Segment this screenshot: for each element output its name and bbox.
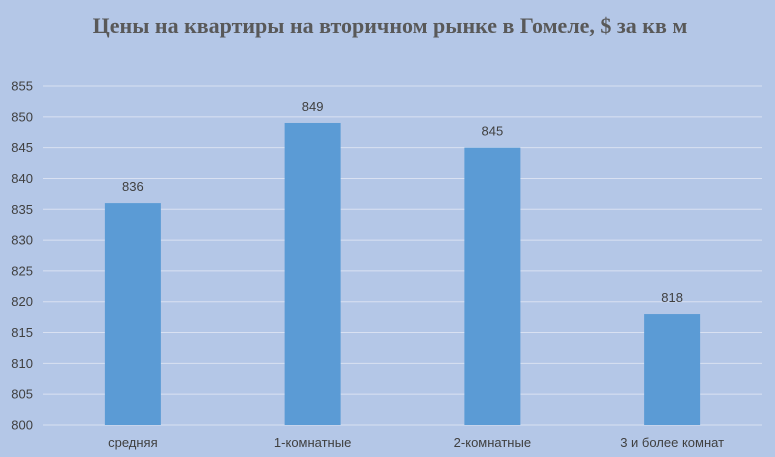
y-tick-label: 820 [11,294,33,309]
data-label: 845 [482,124,504,139]
data-label: 849 [302,99,324,114]
chart-title: Цены на квартиры на вторичном рынке в Го… [92,13,688,38]
y-tick-label: 855 [11,79,33,94]
y-tick-label: 830 [11,233,33,248]
bar [644,314,701,425]
x-tick-label: 2-комнатные [454,435,531,450]
y-tick-label: 825 [11,263,33,278]
bar [284,122,341,426]
y-tick-label: 845 [11,140,33,155]
y-tick-label: 835 [11,202,33,217]
x-tick-label: средняя [108,435,158,450]
y-tick-label: 805 [11,387,33,402]
x-tick-label: 1-комнатные [274,435,351,450]
y-tick-label: 850 [11,109,33,124]
y-tick-label: 810 [11,356,33,371]
x-tick-label: 3 и более комнат [620,435,724,450]
data-label: 836 [122,179,144,194]
y-tick-label: 815 [11,325,33,340]
bar [464,147,521,426]
y-tick-label: 840 [11,171,33,186]
y-tick-label: 800 [11,418,33,433]
data-label: 818 [661,290,683,305]
bar [104,203,161,425]
